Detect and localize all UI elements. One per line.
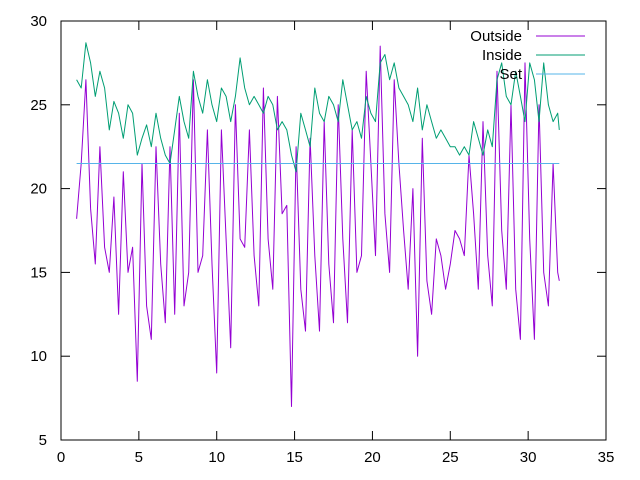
legend: Outside Inside Set (470, 28, 585, 83)
legend-label: Set (499, 66, 522, 83)
series-line-outside (76, 45, 560, 407)
plot-frame (60, 20, 607, 441)
y-tick-label: 5 (39, 432, 47, 449)
x-tick-label: 15 (286, 449, 303, 466)
x-tick-label: 35 (598, 449, 615, 466)
y-tick-label: 25 (30, 97, 47, 114)
y-tick-label: 30 (30, 13, 47, 30)
plot-axes (60, 20, 607, 441)
x-tick-label: 25 (442, 449, 459, 466)
x-tick-label: 5 (135, 449, 143, 466)
x-tick-label: 20 (364, 449, 381, 466)
x-tick-label: 30 (520, 449, 537, 466)
legend-label: Inside (482, 47, 522, 64)
x-tick-label: 0 (57, 449, 65, 466)
plot-series (76, 42, 560, 407)
x-tick-label: 10 (208, 449, 225, 466)
y-tick-label: 20 (30, 181, 47, 198)
series-line-inside (76, 42, 560, 173)
legend-label: Outside (470, 28, 522, 45)
y-tick-label: 10 (30, 348, 47, 365)
y-tick-label: 15 (30, 264, 47, 281)
